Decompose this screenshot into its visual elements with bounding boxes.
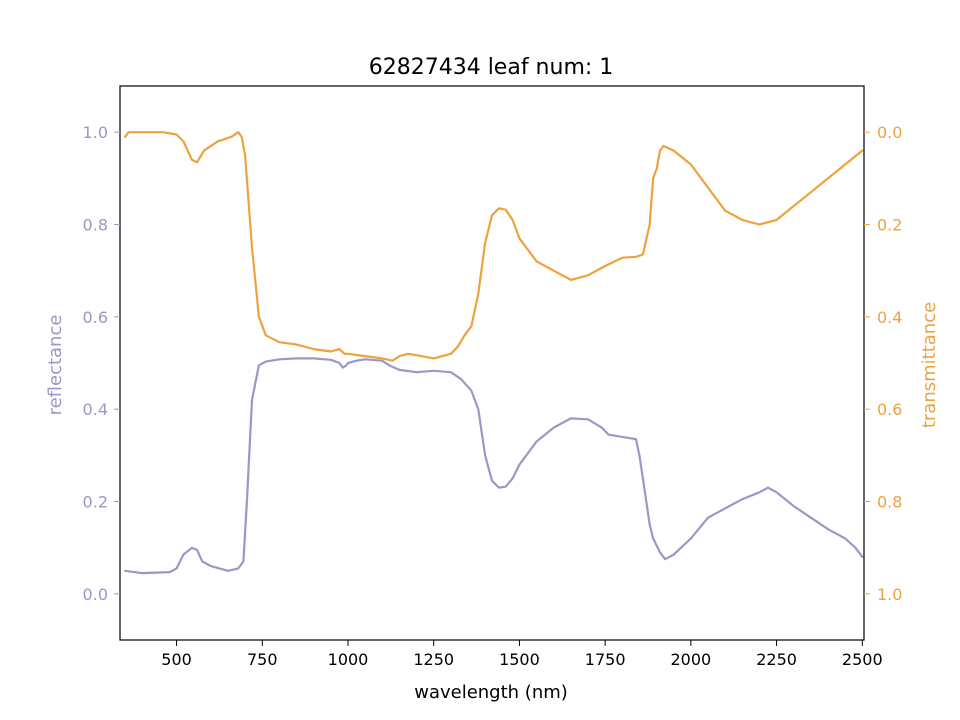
y-right-tick-label: 0.0: [877, 123, 902, 142]
transmittance-line: [123, 131, 864, 362]
x-axis-ticks: 500 750 1000 1250 1500 1750 2000 2250 2500: [161, 640, 883, 669]
y-left-tick-label: 1.0: [83, 123, 108, 142]
x-tick-label: 1250: [413, 650, 454, 669]
x-tick-label: 750: [247, 650, 278, 669]
chart-title: 62827434 leaf num: 1: [369, 55, 614, 80]
y-left-tick-label: 0.2: [83, 493, 108, 512]
y-right-axis-ticks: 0.0 0.2 0.4 0.6 0.8 1.0: [864, 123, 902, 604]
plot-frame: [119, 85, 865, 641]
x-tick-label: 1500: [499, 650, 540, 669]
x-tick-label: 2000: [670, 650, 711, 669]
x-tick-label: 2250: [756, 650, 797, 669]
x-tick-label: 1750: [585, 650, 626, 669]
x-tick-label: 1000: [328, 650, 369, 669]
x-tick-label: 2500: [842, 650, 883, 669]
y-left-tick-label: 0.0: [83, 585, 108, 604]
y-right-tick-label: 0.6: [877, 400, 902, 419]
y-left-tick-label: 0.6: [83, 308, 108, 327]
y-right-tick-label: 0.2: [877, 216, 902, 235]
y-left-tick-label: 0.8: [83, 216, 108, 235]
x-tick-label: 500: [161, 650, 192, 669]
y-left-tick-label: 0.4: [83, 400, 108, 419]
reflectance-line: [123, 357, 864, 575]
y-right-tick-label: 1.0: [877, 585, 902, 604]
series-lines: [123, 131, 864, 575]
y-right-tick-label: 0.4: [877, 308, 902, 327]
y-right-axis-label: transmittance: [919, 302, 940, 428]
y-left-axis-ticks: 0.0 0.2 0.4 0.6 0.8 1.0: [83, 123, 120, 604]
x-axis-label: wavelength (nm): [414, 682, 568, 703]
y-right-tick-label: 0.8: [877, 493, 902, 512]
y-left-axis-label: reflectance: [45, 315, 66, 416]
